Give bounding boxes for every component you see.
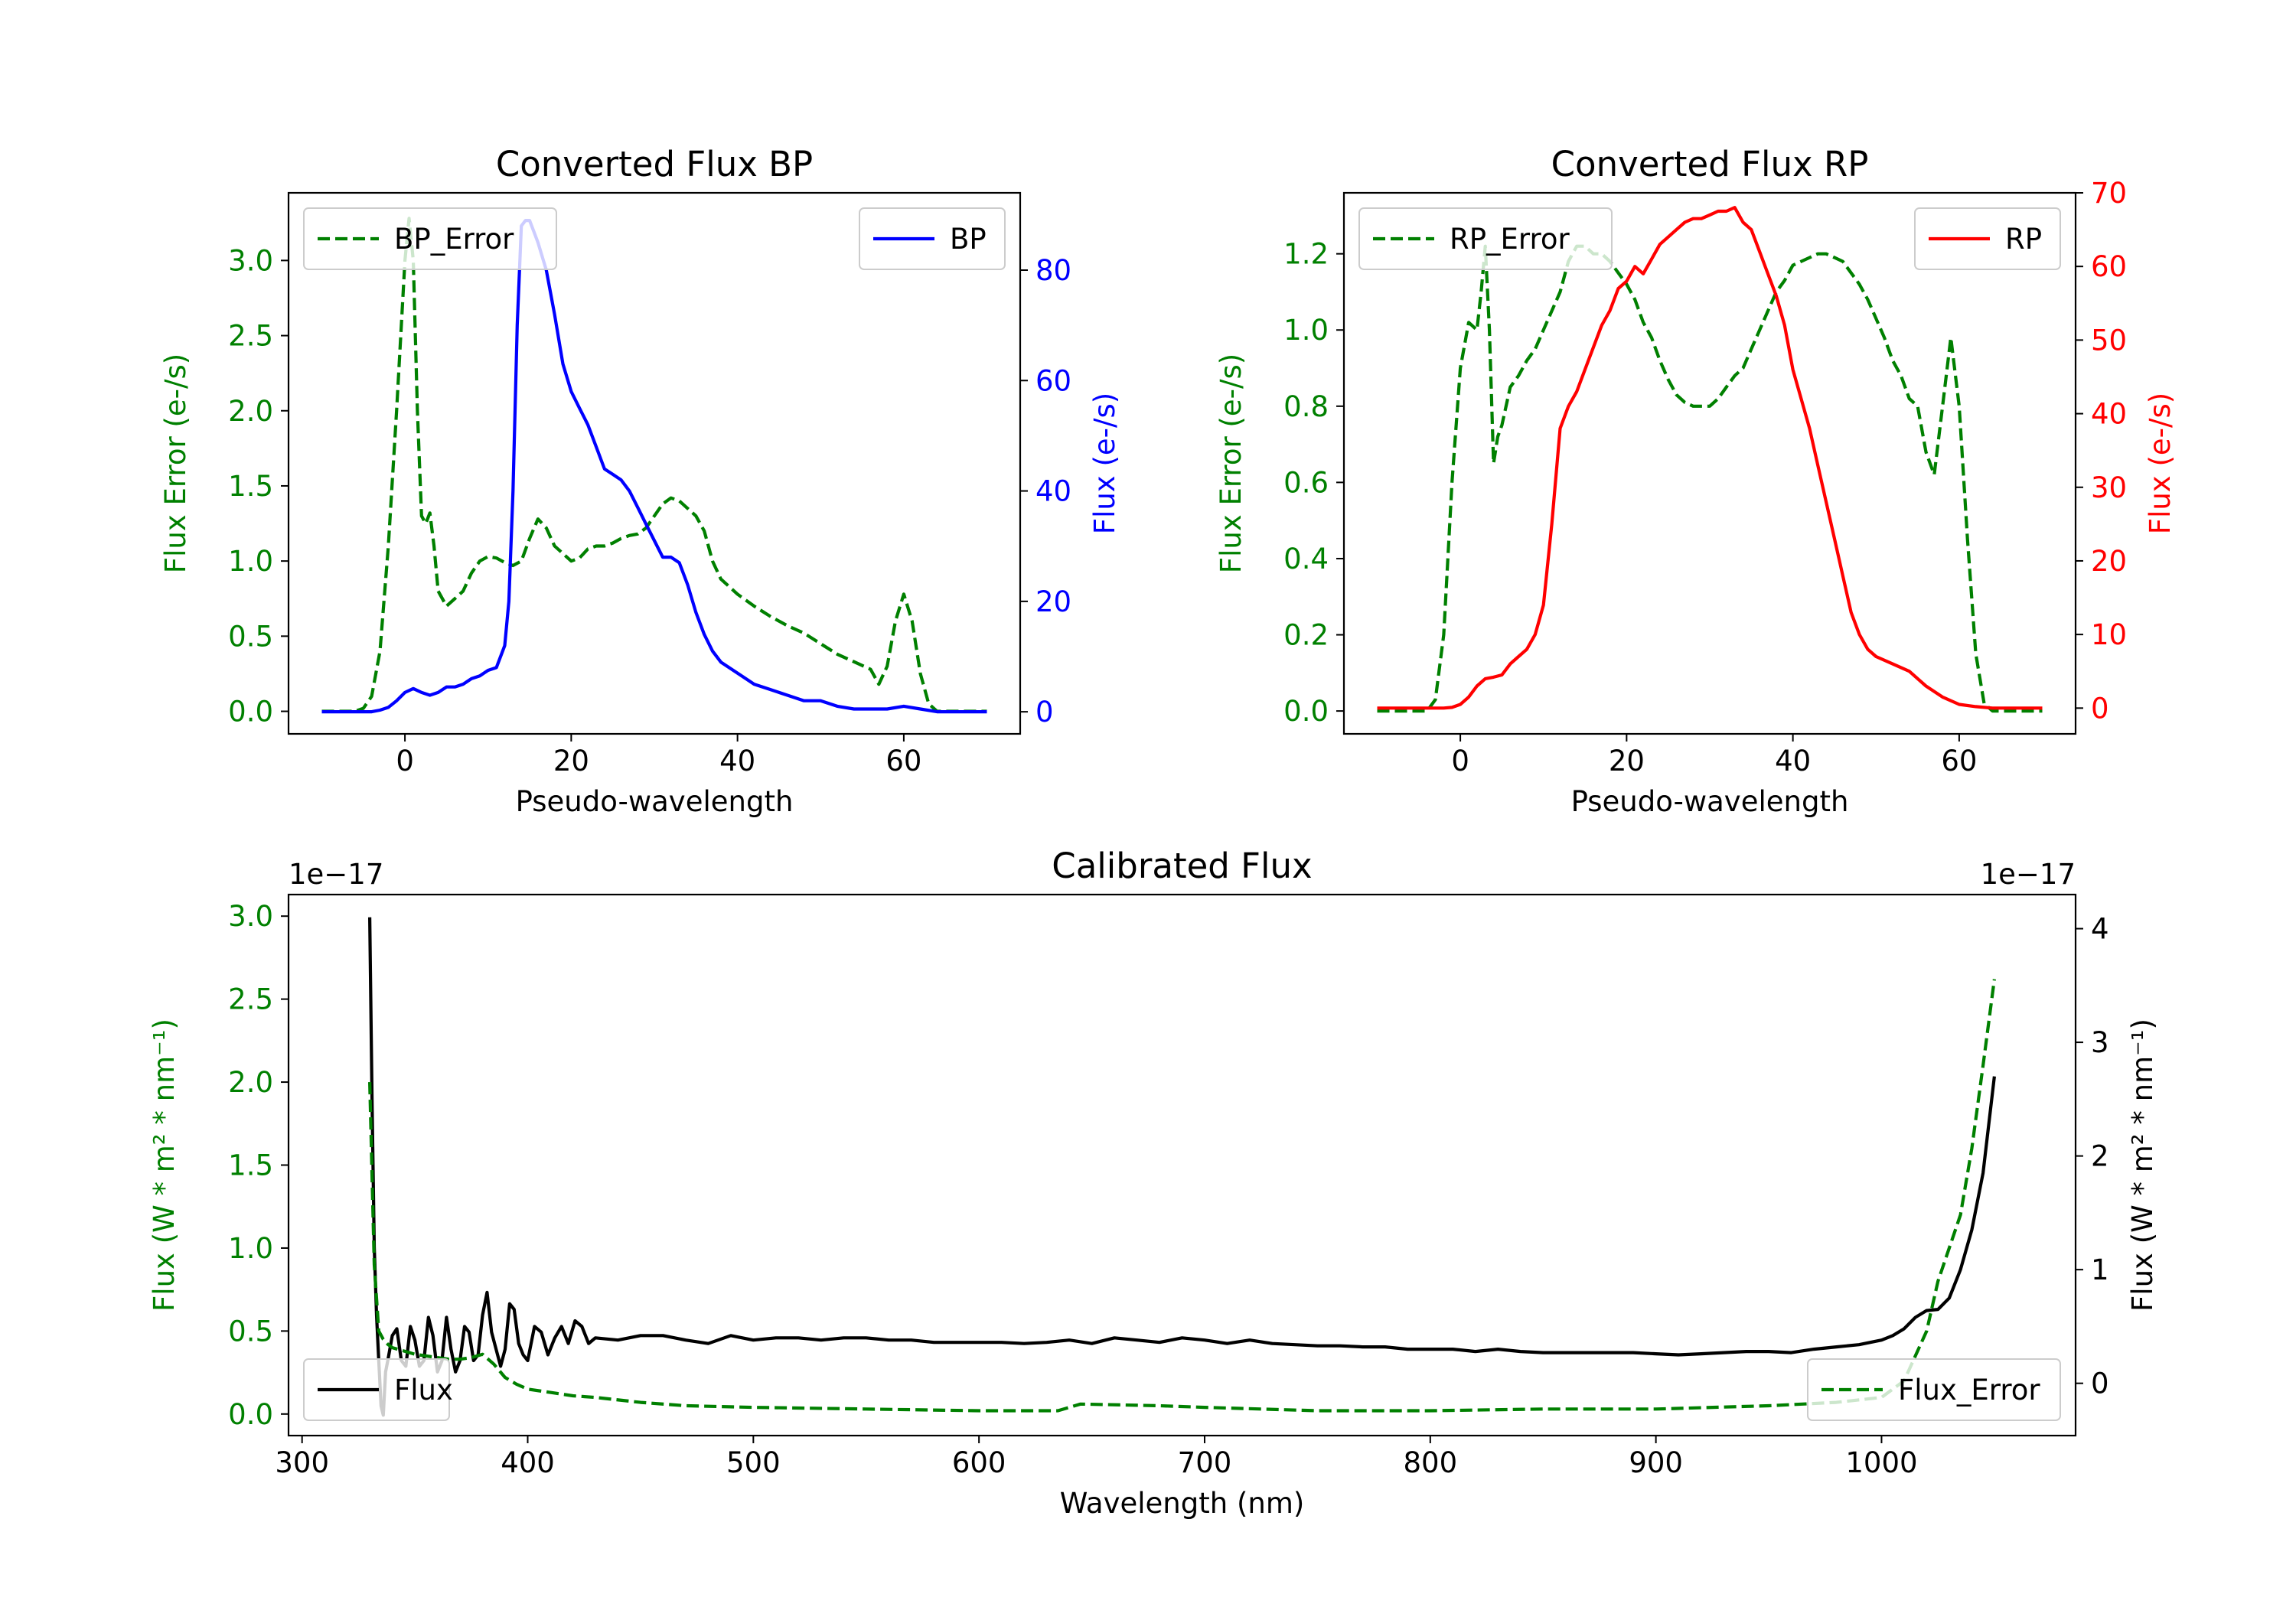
- rp-rp-line: [1377, 206, 2043, 710]
- rp-x-tick-label: 0: [1451, 745, 1469, 777]
- cal-legend-flux: Flux: [303, 1358, 453, 1421]
- legend-label: Flux_Error: [1898, 1374, 2040, 1407]
- rp-y-right-tick-label: 30: [2091, 471, 2127, 504]
- rp-y-right-tick-label: 10: [2091, 618, 2127, 651]
- legend-box: [1358, 207, 1613, 270]
- rp-rp-error-line: [1377, 244, 2043, 713]
- bp-panel: 0 20 40 60 0.0 0.5 1.0 1.5 2.0 2.5 3.0 0 20 40 60 80 Con…: [159, 144, 1121, 818]
- bp-title: Converted Flux BP: [496, 144, 813, 184]
- cal-y-right-tick-label: 2: [2091, 1140, 2109, 1173]
- cal-flux-error-line: [368, 979, 1996, 1413]
- cal-axes-frame: [287, 893, 2077, 1437]
- bp-y-right-tick-label: 80: [1035, 254, 1071, 287]
- rp-legend-rp: RP: [1914, 207, 2061, 270]
- rp-y-left-tick-label: 0.6: [1283, 466, 1329, 499]
- cal-panel: 300 400 500 600 700 800 900 1000 0.0 0.5 1.0 1.5 2.0…: [148, 846, 2159, 1520]
- bp-y-left-tick-label: 2.0: [228, 395, 273, 428]
- cal-x-tick-label: 800: [1403, 1446, 1457, 1479]
- rp-y-right-tick-label: 70: [2091, 177, 2127, 210]
- cal-y-left-tick-label: 0.0: [228, 1398, 273, 1431]
- rp-x-tick-label: 20: [1609, 745, 1645, 777]
- cal-title: Calibrated Flux: [1052, 846, 1312, 886]
- bp-y-left-tick-label: 2.5: [228, 320, 273, 353]
- cal-x-tick-label: 300: [275, 1446, 329, 1479]
- bp-x-tick-label: 60: [885, 745, 921, 777]
- cal-flux-line: [368, 917, 1996, 1417]
- rp-panel: 0 20 40 60 0.0 0.2 0.4 0.6 0.8 1.0 1.2 0 10 20 30 40 50 6…: [1215, 144, 2177, 818]
- rp-y-left-tick-label: 0.8: [1283, 390, 1329, 423]
- bp-bp-line: [321, 219, 987, 714]
- rp-y-right-tick-label: 60: [2091, 250, 2127, 283]
- rp-y-left-label: Flux Error (e-/s): [1215, 354, 1247, 573]
- rp-title: Converted Flux RP: [1551, 144, 1869, 184]
- rp-y-left-tick-label: 0.0: [1283, 695, 1329, 728]
- cal-y-right-tick-label: 4: [2091, 913, 2109, 946]
- cal-y-right-offset: 1e−17: [1981, 858, 2076, 891]
- legend-box: [303, 207, 557, 270]
- cal-y-left-tick-label: 2.5: [228, 983, 273, 1016]
- bp-y-left-tick-label: 1.5: [228, 470, 273, 503]
- rp-axes-frame: [1342, 191, 2077, 735]
- bp-y-right-tick-label: 0: [1035, 696, 1054, 729]
- bp-x-tick-label: 40: [719, 745, 755, 777]
- rp-y-right-label: Flux (e-/s): [2144, 393, 2177, 534]
- cal-x-label: Wavelength (nm): [1060, 1487, 1305, 1520]
- bp-x-label: Pseudo-wavelength: [516, 785, 794, 818]
- bp-y-left-tick-label: 1.0: [228, 545, 273, 578]
- rp-y-left-tick-label: 0.2: [1283, 619, 1329, 652]
- bp-x-tick-label: 0: [396, 745, 414, 777]
- bp-y-left-tick-label: 0.5: [228, 620, 273, 653]
- bp-y-right-tick-label: 60: [1035, 364, 1071, 397]
- cal-y-right-tick-label: 3: [2091, 1026, 2109, 1059]
- bp-y-right-tick-label: 40: [1035, 475, 1071, 508]
- cal-x-tick-label: 1000: [1845, 1446, 1917, 1479]
- cal-x-tick-label: 500: [726, 1446, 781, 1479]
- cal-y-left-offset: 1e−17: [289, 858, 383, 891]
- legend-label: BP: [950, 223, 987, 256]
- cal-x-tick-label: 700: [1178, 1446, 1232, 1479]
- bp-axes-frame: [287, 191, 1022, 735]
- cal-x-tick-label: 600: [952, 1446, 1006, 1479]
- cal-y-right-tick-label: 0: [2091, 1367, 2109, 1400]
- cal-x-tick-label: 900: [1629, 1446, 1683, 1479]
- cal-y-left-tick-label: 1.5: [228, 1149, 273, 1182]
- bp-legend-bp-error: BP_Error: [303, 207, 557, 270]
- rp-y-right-tick-label: 50: [2091, 324, 2127, 357]
- rp-x-tick-label: 60: [1941, 745, 1977, 777]
- bp-bp-error-line: [321, 217, 987, 713]
- rp-y-left-tick-label: 1.2: [1283, 238, 1329, 271]
- rp-y-right-tick-label: 20: [2091, 545, 2127, 578]
- cal-x-tick-label: 400: [501, 1446, 555, 1479]
- bp-x-tick-label: 20: [553, 745, 589, 777]
- bp-y-left-label: Flux Error (e-/s): [159, 354, 192, 573]
- cal-y-left-tick-label: 1.0: [228, 1232, 273, 1265]
- cal-y-left-tick-label: 3.0: [228, 900, 273, 933]
- legend-box: [1807, 1358, 2061, 1421]
- bp-y-left-tick-label: 0.0: [228, 696, 273, 729]
- bp-y-right-tick-label: 20: [1035, 585, 1071, 618]
- rp-y-left-tick-label: 0.4: [1283, 543, 1329, 575]
- legend-label: RP: [2005, 223, 2042, 256]
- bp-y-right-label: Flux (e-/s): [1088, 393, 1121, 534]
- rp-y-right-tick-label: 0: [2091, 692, 2109, 725]
- rp-x-label: Pseudo-wavelength: [1571, 785, 1849, 818]
- rp-y-left-tick-label: 1.0: [1283, 314, 1329, 347]
- cal-y-left-label: Flux (W * m² * nm⁻¹): [148, 1019, 181, 1312]
- cal-y-right-tick-label: 1: [2091, 1253, 2109, 1286]
- rp-y-right-tick-label: 40: [2091, 398, 2127, 431]
- bp-y-left-tick-label: 3.0: [228, 244, 273, 277]
- rp-x-tick-label: 40: [1775, 745, 1811, 777]
- rp-legend-rp-error: RP_Error: [1358, 207, 1613, 270]
- legend-label: RP_Error: [1450, 223, 1570, 256]
- bp-legend-bp: BP: [859, 207, 1006, 270]
- cal-legend-flux-error: Flux_Error: [1807, 1358, 2061, 1421]
- legend-label: Flux: [394, 1374, 453, 1407]
- legend-label: BP_Error: [394, 223, 514, 256]
- cal-y-left-tick-label: 2.0: [228, 1066, 273, 1099]
- cal-y-left-tick-label: 0.5: [228, 1315, 273, 1348]
- cal-y-right-label: Flux (W * m² * nm⁻¹): [2126, 1019, 2159, 1312]
